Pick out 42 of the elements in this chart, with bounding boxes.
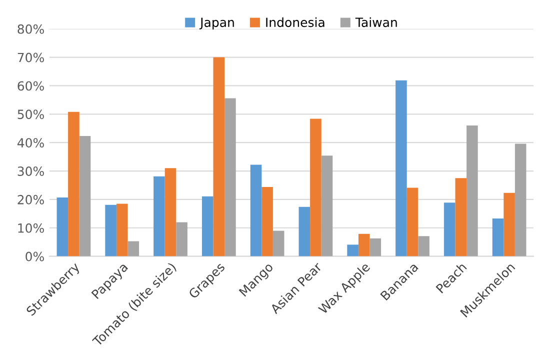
y-tick-label: 60% — [18, 81, 44, 91]
bar — [116, 204, 128, 256]
y-tick-label: 30% — [18, 166, 44, 176]
legend-label: Indonesia — [266, 17, 324, 28]
legend-label: Japan — [199, 18, 234, 30]
bar — [514, 144, 526, 256]
bar — [164, 168, 176, 256]
y-tick-label: 0% — [26, 252, 44, 262]
bar — [310, 118, 322, 256]
bar — [224, 98, 236, 256]
bar — [105, 204, 116, 256]
bar — [56, 197, 68, 256]
bar — [418, 236, 430, 256]
bar — [358, 234, 370, 256]
bar — [504, 192, 515, 256]
bar — [298, 206, 310, 256]
y-tick-label: 10% — [18, 223, 44, 233]
y-tick-label: 70% — [18, 52, 44, 62]
bar — [250, 164, 262, 256]
bar — [406, 188, 418, 256]
y-tick-label: 40% — [17, 138, 44, 148]
bar — [128, 241, 140, 256]
bar — [370, 238, 382, 256]
bar — [396, 80, 407, 256]
bar — [262, 186, 273, 256]
bar — [444, 202, 456, 256]
bar — [347, 244, 358, 256]
y-tick-label: 50% — [18, 110, 44, 120]
bar — [466, 126, 478, 256]
legend-label: Taiwan — [355, 17, 397, 28]
bar — [492, 218, 504, 256]
y-tick-label: 20% — [18, 194, 44, 204]
bar — [455, 178, 467, 256]
bar — [213, 57, 225, 256]
bar — [79, 136, 91, 256]
bar — [68, 112, 80, 256]
bar — [202, 196, 214, 256]
y-tick-label: 80% — [18, 24, 44, 34]
bar — [154, 176, 165, 256]
bar — [272, 230, 284, 256]
bar — [176, 222, 188, 256]
bar — [321, 156, 333, 256]
